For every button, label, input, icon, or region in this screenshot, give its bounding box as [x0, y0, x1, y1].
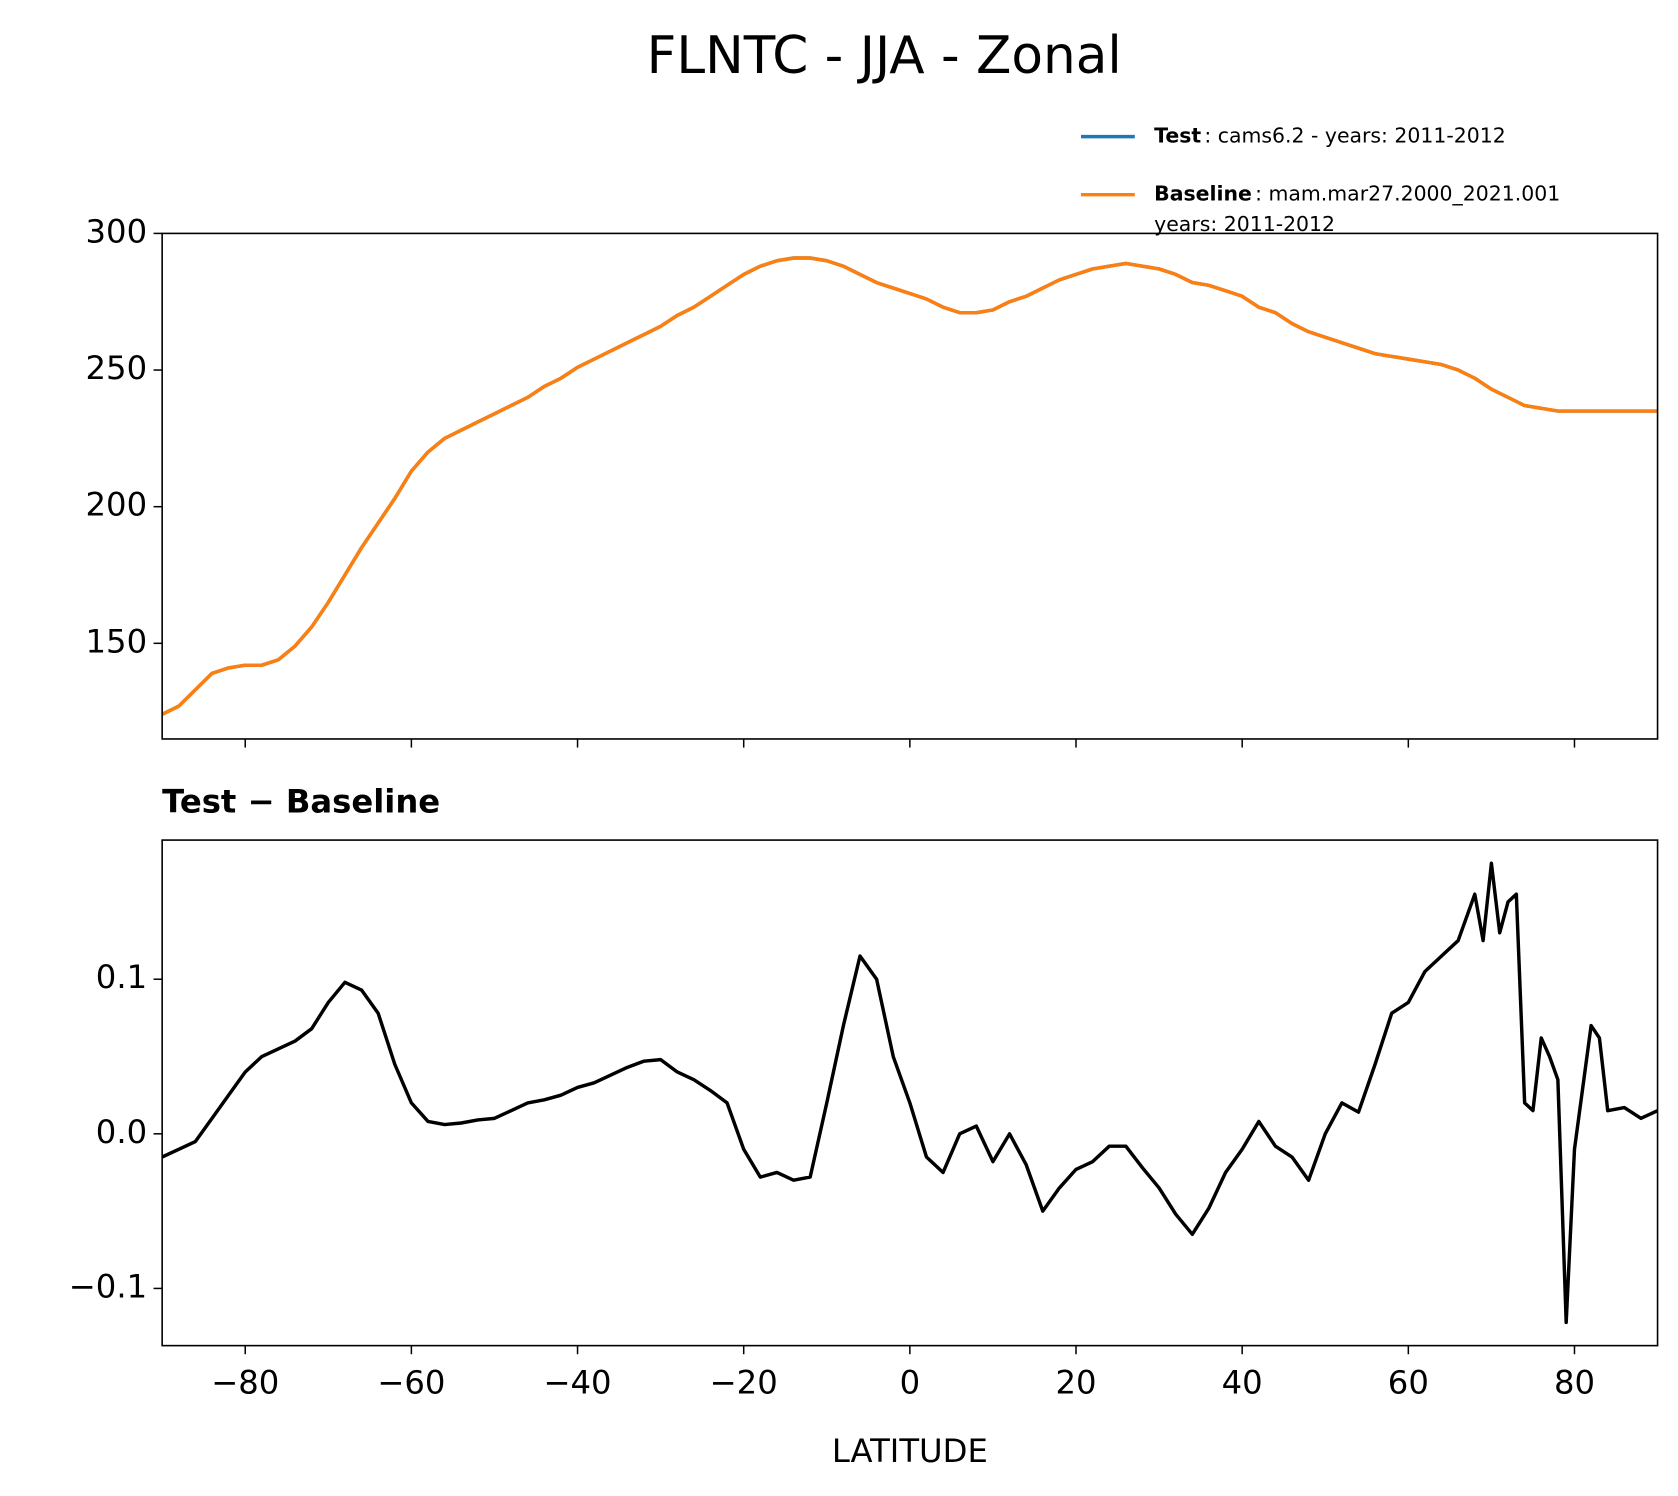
data-line	[162, 256, 1658, 716]
x-tick-label: −60	[377, 1363, 445, 1401]
x-tick-label: 80	[1554, 1363, 1595, 1401]
x-tick-label: 40	[1222, 1363, 1263, 1401]
figure-title: FLNTC - JJA - Zonal	[647, 26, 1122, 86]
legend-name: Baseline	[1154, 182, 1252, 206]
x-tick-label: −80	[211, 1363, 279, 1401]
axes-frame	[161, 232, 1659, 740]
legend-description: : cams6.2 - years: 2011-2012	[1204, 124, 1505, 148]
y-tick-label: 0.1	[96, 958, 147, 996]
legend-name: Test	[1154, 124, 1201, 148]
x-tick-label: −20	[710, 1363, 778, 1401]
x-tick-label: 0	[900, 1363, 921, 1401]
data-line	[162, 861, 1658, 1325]
y-tick-label: 150	[86, 622, 148, 660]
y-tick-label: 0.0	[96, 1113, 147, 1151]
x-axis-label: LATITUDE	[832, 1432, 988, 1470]
legend-label: Baseline: mam.mar27.2000_2021.001	[1154, 182, 1560, 207]
x-tick-label: −40	[544, 1363, 612, 1401]
axes-frame	[161, 839, 1659, 1347]
y-tick-label: 200	[86, 486, 148, 524]
legend-description: : mam.mar27.2000_2021.001	[1255, 182, 1560, 207]
legend-label: Test: cams6.2 - years: 2011-2012	[1154, 124, 1506, 148]
y-tick-label: 300	[86, 212, 148, 250]
data-line	[162, 256, 1658, 716]
y-tick-label: −0.1	[69, 1267, 147, 1305]
x-tick-label: 20	[1055, 1363, 1096, 1401]
y-tick-label: 250	[86, 349, 148, 387]
axes-title: Test − Baseline	[162, 783, 440, 821]
x-tick-label: 60	[1388, 1363, 1429, 1401]
legend-description: years: 2011-2012	[1154, 212, 1335, 236]
